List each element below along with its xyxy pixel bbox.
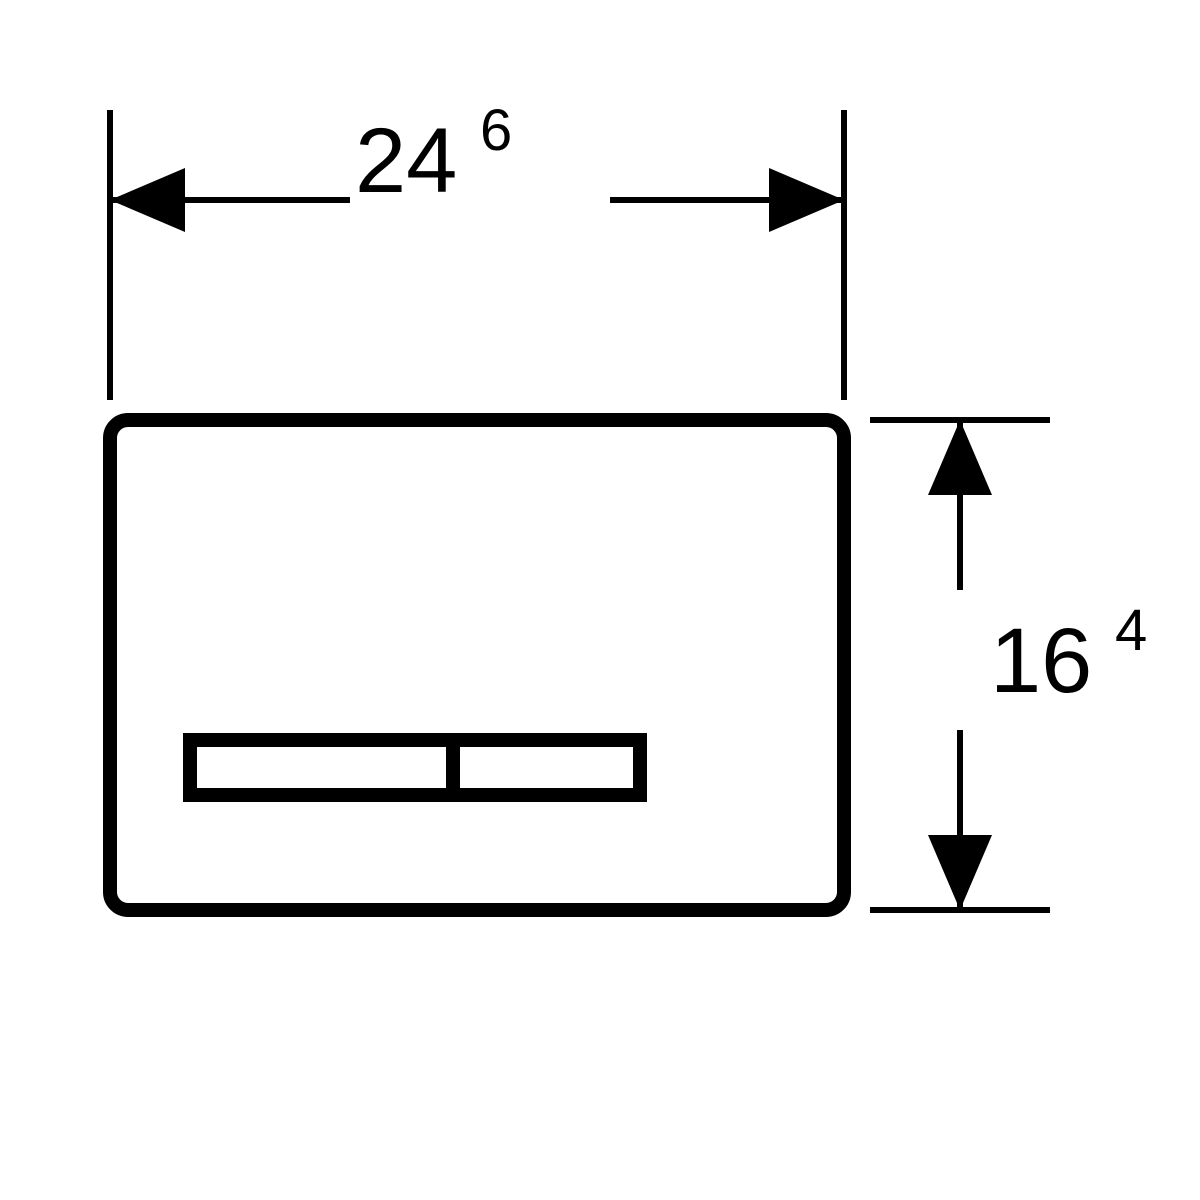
width-value: 24: [355, 110, 457, 212]
plate-outline: [110, 420, 844, 910]
height-superscript: 4: [1115, 598, 1147, 663]
width-superscript: 6: [480, 98, 512, 163]
button-bar: [190, 740, 640, 795]
arrowhead-icon: [769, 168, 844, 232]
height-value: 16: [990, 610, 1092, 712]
arrowhead-icon: [928, 420, 992, 495]
arrowhead-icon: [110, 168, 185, 232]
arrowhead-icon: [928, 835, 992, 910]
